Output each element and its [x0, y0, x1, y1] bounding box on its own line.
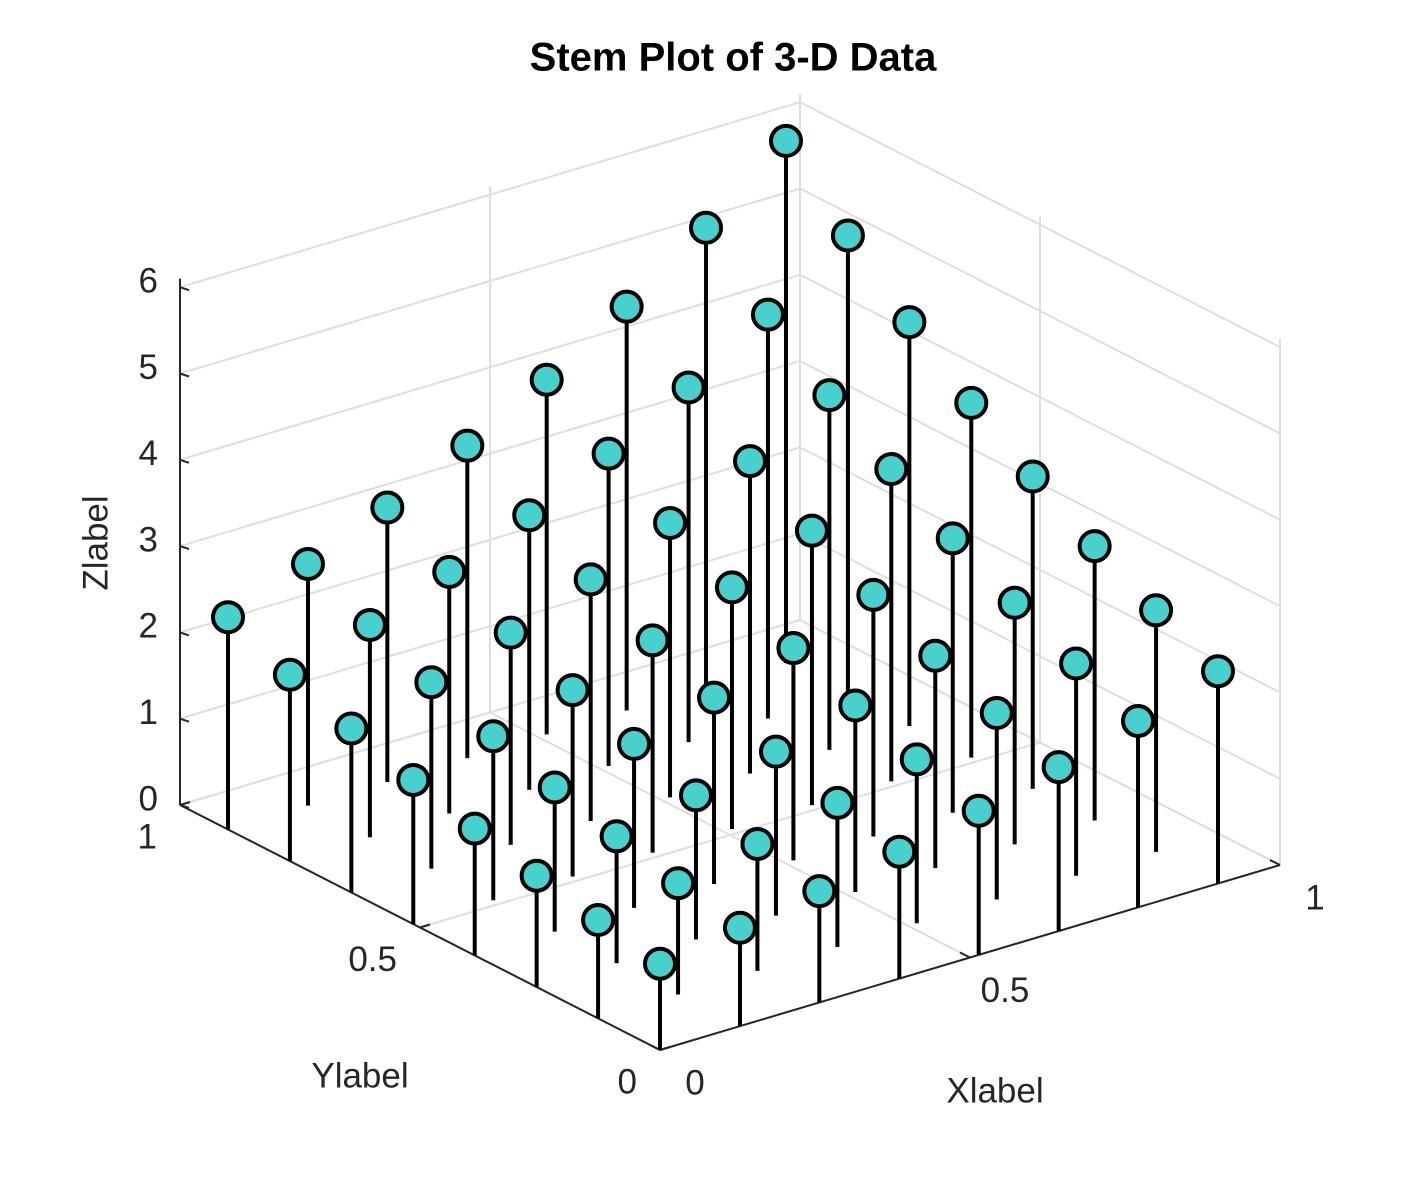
x-tick [1269, 859, 1281, 866]
y-tick-label: 0.5 [348, 940, 397, 979]
marker [599, 819, 634, 854]
marker [802, 874, 837, 909]
marker [653, 505, 688, 540]
marker [678, 778, 713, 813]
marker [1077, 529, 1112, 564]
marker [838, 688, 873, 723]
marker [874, 452, 909, 487]
z-axis-label: Zlabel [76, 495, 115, 590]
marker [899, 742, 934, 777]
marker [697, 680, 732, 715]
z-tick-label: 4 [139, 434, 158, 473]
y-axis-label: Ylabel [311, 1056, 408, 1095]
marker [812, 378, 847, 413]
marker [476, 719, 511, 754]
marker [450, 428, 485, 463]
marker [1201, 654, 1235, 689]
marker [856, 577, 891, 612]
marker [272, 657, 307, 692]
marker [661, 866, 696, 901]
marker [1041, 750, 1076, 785]
marker [617, 726, 652, 761]
marker [935, 521, 970, 556]
marker [722, 910, 757, 945]
marker [414, 665, 449, 700]
marker [758, 734, 793, 769]
z-tick-label: 5 [139, 348, 158, 387]
marker [689, 210, 724, 245]
z-tick [179, 545, 190, 551]
chart-title: Stem Plot of 3-D Data [530, 36, 937, 80]
grid-line [179, 619, 801, 806]
marker [714, 570, 749, 605]
marker [370, 490, 405, 525]
x-tick-label: 0 [685, 1063, 704, 1102]
marker [918, 638, 953, 673]
marker [493, 615, 528, 650]
marker [1059, 646, 1094, 681]
marker [573, 562, 608, 597]
marker [733, 444, 768, 479]
marker [352, 607, 387, 642]
marker [1015, 459, 1050, 494]
marker [396, 762, 431, 797]
marker [769, 123, 803, 158]
marker [750, 297, 785, 332]
marker [581, 903, 616, 938]
marker [432, 554, 467, 589]
z-tick [179, 717, 190, 723]
marker [1139, 593, 1174, 628]
marker [882, 834, 917, 869]
marker [997, 585, 1032, 620]
marker [892, 305, 927, 340]
marker [954, 385, 989, 420]
marker [519, 858, 554, 893]
marker [609, 289, 644, 324]
marker [961, 793, 996, 828]
marker [211, 600, 245, 635]
y-tick-label: 0 [618, 1062, 637, 1101]
marker [1121, 703, 1156, 738]
marker [512, 498, 547, 533]
z-tick [179, 458, 190, 464]
marker [820, 785, 855, 820]
x-axis-label: Xlabel [946, 1071, 1043, 1110]
x-tick-label: 0.5 [981, 971, 1030, 1010]
z-tick [179, 804, 190, 809]
y-tick [179, 801, 191, 806]
marker [979, 696, 1014, 731]
y-tick [419, 923, 431, 929]
z-tick-label: 1 [139, 693, 158, 732]
marker [529, 362, 564, 397]
marker [457, 811, 492, 846]
z-tick-label: 6 [139, 261, 158, 300]
z-tick [179, 286, 190, 292]
marker [290, 546, 325, 581]
z-tick-label: 0 [139, 779, 158, 818]
marker [591, 436, 626, 471]
marker [671, 370, 706, 405]
marker [537, 770, 572, 805]
z-tick [179, 372, 190, 378]
marker [740, 826, 775, 861]
x-tick-label: 1 [1305, 878, 1324, 917]
marker [334, 711, 369, 746]
marker [776, 631, 811, 666]
z-tick-label: 2 [139, 607, 158, 646]
z-tick [179, 631, 190, 637]
marker [794, 513, 829, 548]
marker [643, 946, 677, 981]
y-tick-label: 1 [138, 817, 157, 856]
z-tick-label: 3 [139, 520, 158, 559]
marker [635, 623, 670, 658]
x-tick [959, 951, 971, 959]
marker [555, 673, 590, 708]
marker [830, 218, 865, 253]
